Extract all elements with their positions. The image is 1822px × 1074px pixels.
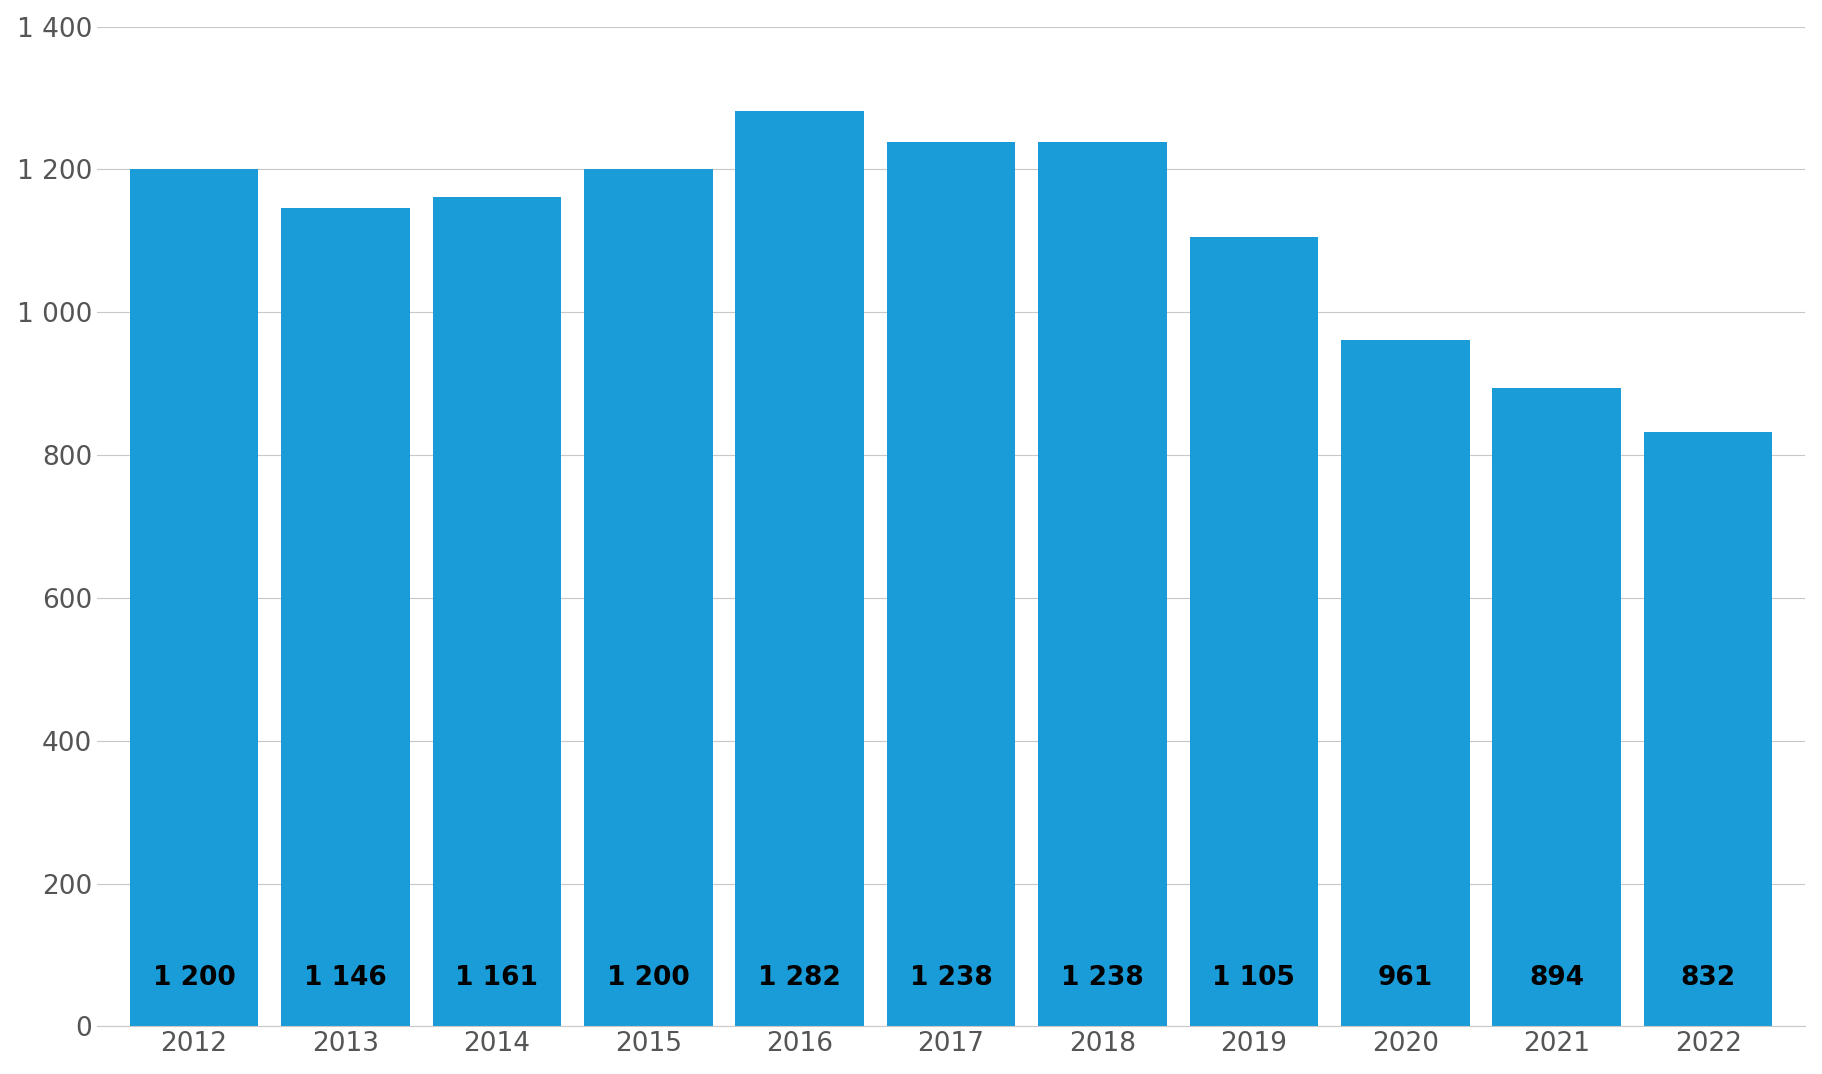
Text: 1 146: 1 146 <box>304 964 386 990</box>
Text: 1 200: 1 200 <box>153 964 235 990</box>
Bar <box>129 170 259 1027</box>
Text: 1 238: 1 238 <box>1060 964 1144 990</box>
Bar <box>736 111 864 1027</box>
Bar <box>1190 237 1319 1027</box>
Text: 1 200: 1 200 <box>607 964 691 990</box>
Bar <box>887 143 1015 1027</box>
Text: 1 105: 1 105 <box>1212 964 1295 990</box>
Text: 1 161: 1 161 <box>456 964 539 990</box>
Text: 832: 832 <box>1680 964 1736 990</box>
Bar <box>1341 340 1470 1027</box>
Bar <box>1492 388 1622 1027</box>
Text: 961: 961 <box>1377 964 1432 990</box>
Bar <box>1039 143 1166 1027</box>
Bar <box>432 198 561 1027</box>
Text: 1 238: 1 238 <box>909 964 993 990</box>
Bar <box>281 208 410 1027</box>
Bar <box>585 170 712 1027</box>
Text: 1 282: 1 282 <box>758 964 842 990</box>
Text: 894: 894 <box>1529 964 1585 990</box>
Bar <box>1643 433 1773 1027</box>
